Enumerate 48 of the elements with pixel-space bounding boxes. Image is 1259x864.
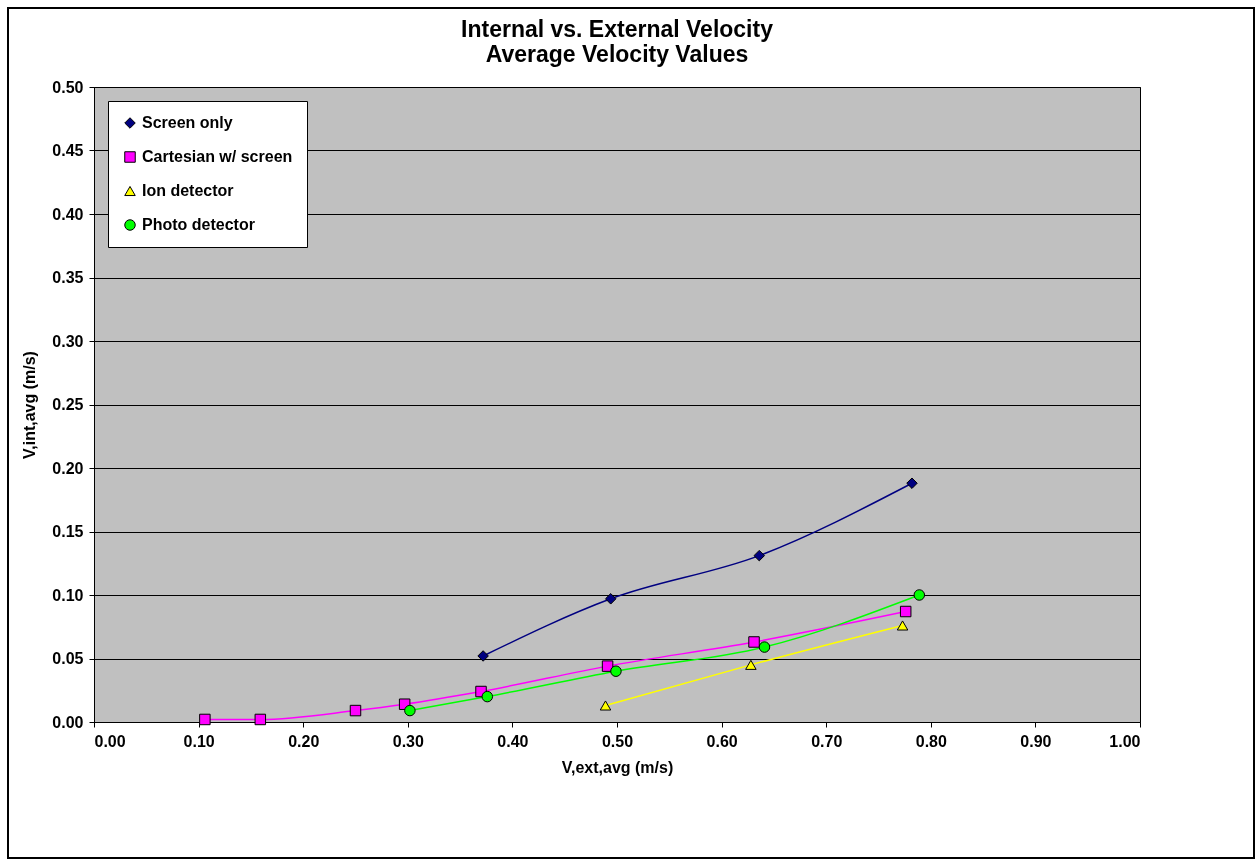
y-axis-title: V,int,avg (m/s)	[21, 351, 39, 459]
y-tick-label: 0.30	[52, 332, 84, 350]
x-tick-label: 0.10	[183, 732, 215, 750]
point	[254, 713, 267, 726]
x-tick-label: 0.40	[497, 732, 529, 750]
x-tick-label: 0.70	[811, 732, 843, 750]
chart-subtitle: Average Velocity Values	[485, 41, 749, 67]
point	[601, 660, 614, 672]
legend-label: Ion detector	[142, 182, 234, 199]
x-tick-label: 1.00	[1109, 732, 1141, 750]
point	[349, 704, 362, 717]
legend-label: Photo detector	[142, 216, 255, 233]
point	[745, 659, 757, 670]
point	[899, 605, 912, 618]
x-tick-label: 0.60	[706, 732, 738, 750]
y-tick-label: 0.35	[52, 269, 84, 286]
point	[481, 690, 494, 703]
x-tick-label: 0.00	[94, 732, 126, 750]
y-tick-label: 0.20	[52, 459, 84, 477]
y-tick-label: 0.15	[52, 523, 84, 540]
x-tick-label: 0.50	[601, 732, 634, 750]
x-axis-title: V,ext,avg (m/s)	[561, 758, 674, 776]
point	[758, 641, 771, 653]
y-tick-label: 0.45	[52, 142, 84, 159]
point	[404, 704, 416, 717]
point	[199, 713, 211, 726]
legend-label: Screen only	[142, 114, 233, 131]
x-tick-label: 0.90	[1020, 732, 1052, 750]
point	[610, 665, 622, 677]
x-tick-label: 0.30	[392, 732, 424, 750]
point	[748, 636, 760, 648]
y-tick-label: 0.05	[52, 650, 84, 667]
y-tick-label: 0.25	[52, 396, 84, 413]
x-tick-label: 0.80	[915, 732, 947, 750]
legend-label: Cartesian w/ screen	[142, 148, 293, 165]
point	[913, 589, 926, 601]
point	[896, 620, 909, 631]
point	[753, 549, 765, 562]
y-tick-label: 0.50	[52, 78, 84, 96]
y-tick-label: 0.40	[52, 205, 84, 223]
point	[906, 477, 918, 489]
y-tick-label: 0.00	[52, 713, 84, 731]
point	[599, 700, 612, 711]
point	[604, 593, 617, 605]
point	[477, 650, 489, 662]
x-tick-label: 0.20	[288, 732, 320, 750]
y-tick-label: 0.10	[52, 586, 84, 604]
chart-title: Internal vs. External Velocity	[461, 16, 774, 42]
